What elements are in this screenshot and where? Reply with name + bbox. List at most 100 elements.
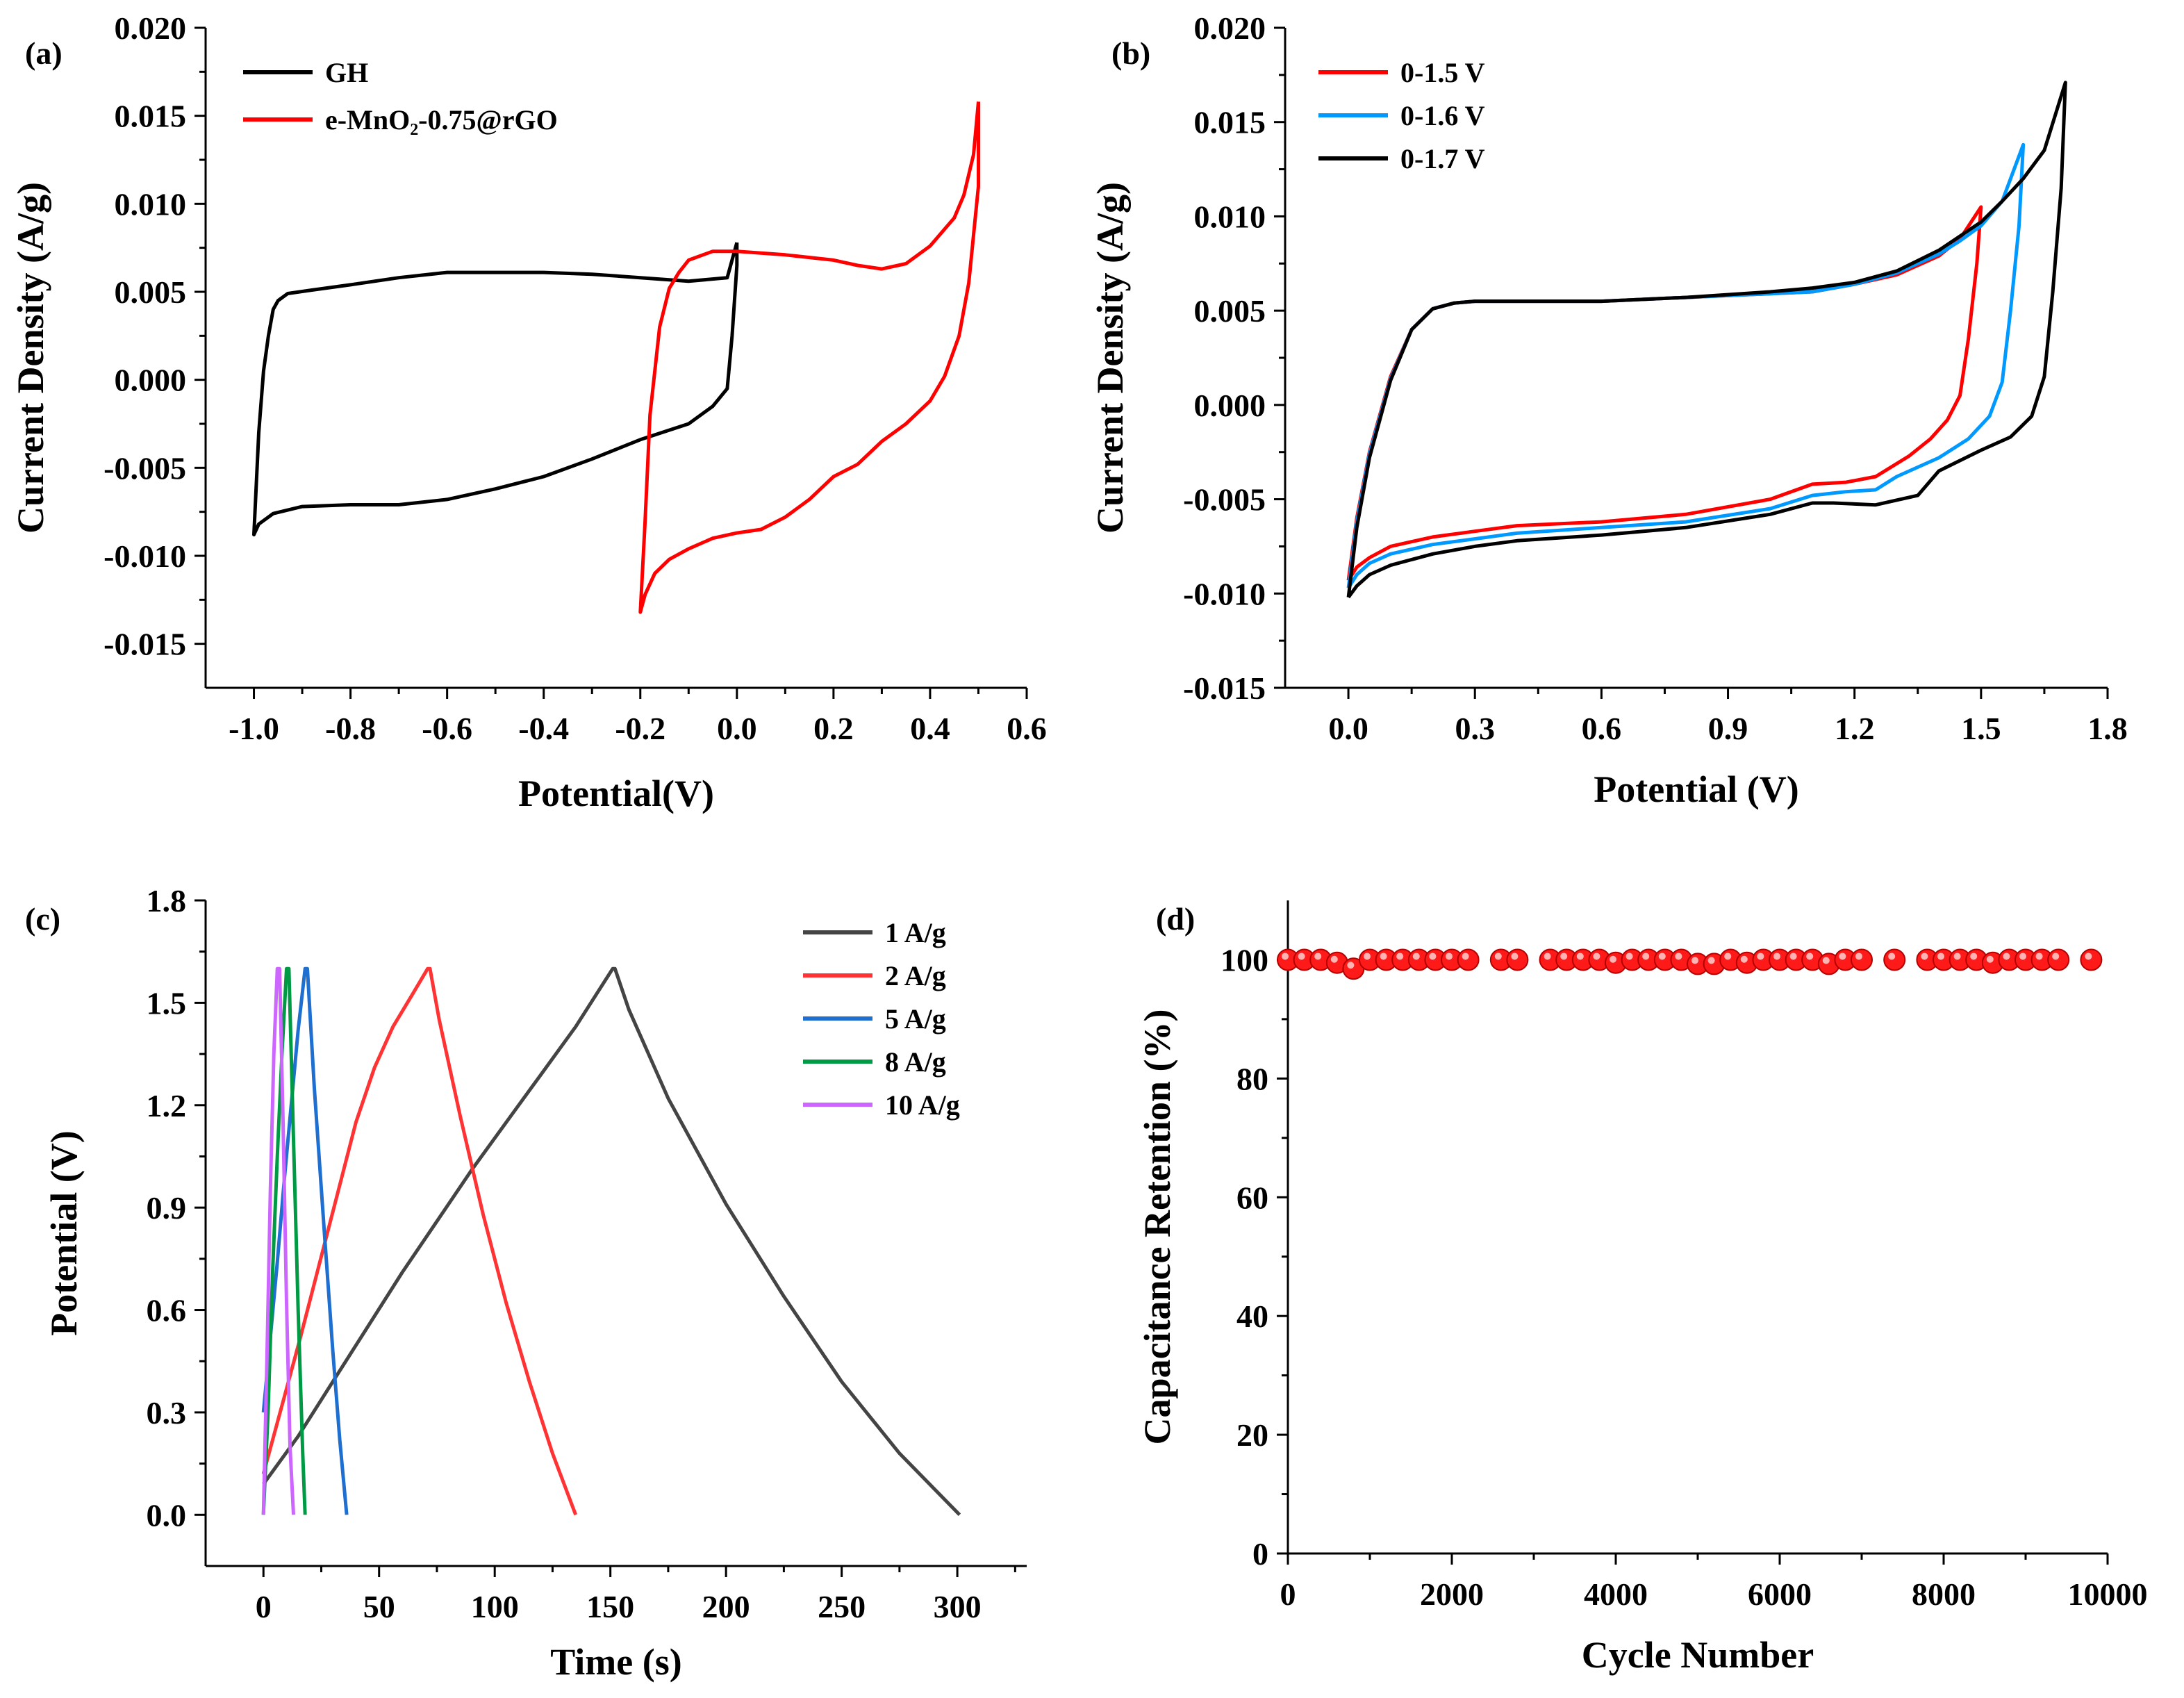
data-point-highlight <box>1642 953 1650 960</box>
data-point-highlight <box>1625 953 1633 960</box>
data-point-highlight <box>1314 953 1322 960</box>
series-line-5-a-g <box>261 966 349 1515</box>
y-tick-label: 0.3 <box>147 1395 187 1431</box>
data-point-highlight <box>2019 953 2026 960</box>
data-point-highlight <box>1593 953 1600 960</box>
y-tick-label: 1.2 <box>147 1088 187 1123</box>
data-point <box>1457 948 1480 971</box>
y-tick-label: 0.015 <box>115 99 187 134</box>
legend-entry: 1 A/g <box>885 917 946 948</box>
panel-label: (b) <box>1111 35 1150 71</box>
y-tick-label: -0.005 <box>104 450 186 486</box>
x-tick-label: -0.8 <box>325 711 376 746</box>
data-point-highlight <box>1691 957 1698 964</box>
x-tick-label: 100 <box>471 1589 519 1624</box>
data-point-highlight <box>1446 953 1453 960</box>
data-point-highlight <box>1953 953 1961 960</box>
data-point-highlight <box>1544 953 1551 960</box>
series-line-2-a-g <box>261 966 578 1516</box>
data-point-highlight <box>1298 953 1305 960</box>
y-tick-label: 0.005 <box>1194 293 1266 329</box>
y-axis-title: Potential (V) <box>43 1130 85 1335</box>
y-tick-label: 0.010 <box>115 186 187 222</box>
series-line-0-1-7-v <box>1346 81 2067 599</box>
x-tick-label: 150 <box>586 1589 634 1624</box>
x-axis-title: Potential (V) <box>1594 768 1798 810</box>
x-tick-label: 0.0 <box>717 711 757 746</box>
x-tick-label: 300 <box>934 1589 982 1624</box>
legend-entry: 10 A/g <box>885 1089 960 1121</box>
x-tick-label: 1.2 <box>1835 711 1875 746</box>
data-point-highlight <box>2085 953 2092 960</box>
y-tick-label: 0.010 <box>1194 199 1266 234</box>
x-tick-label: 50 <box>363 1589 395 1624</box>
panel-label: (c) <box>25 901 60 937</box>
data-point-highlight <box>1724 953 1732 960</box>
data-point-highlight <box>1576 953 1584 960</box>
data-point-highlight <box>1970 953 1978 960</box>
panel-label: (d) <box>1156 901 1195 937</box>
chart-panel-b: 0.0 0.3 0.6 0.9 1.2 1.5 1.8 -0.015 -0.010 -0.005 0… <box>1089 10 2128 810</box>
x-tick-label: 0 <box>256 1589 272 1624</box>
x-tick-label: 1.5 <box>1961 711 2001 746</box>
data-point-highlight <box>1511 953 1519 960</box>
data-point-highlight <box>1921 953 1928 960</box>
data-point-highlight <box>1429 953 1437 960</box>
x-tick-label: 0.3 <box>1455 711 1495 746</box>
data-point-highlight <box>1675 953 1682 960</box>
x-tick-label: 0.4 <box>910 711 950 746</box>
x-tick-label: 1.8 <box>2087 711 2128 746</box>
legend-entry: GH <box>325 57 368 88</box>
data-point-highlight <box>1610 955 1616 963</box>
y-tick-label: 0.005 <box>115 274 187 310</box>
x-tick-label: 0.6 <box>1007 711 1047 746</box>
x-axis-title: Potential(V) <box>518 773 714 814</box>
data-point-highlight <box>1707 957 1715 964</box>
x-tick-label: 0.2 <box>813 711 854 746</box>
legend-entry: 0-1.5 V <box>1400 57 1485 88</box>
data-point <box>1883 948 1906 971</box>
data-point-highlight <box>1462 953 1469 960</box>
y-tick-label: 0.0 <box>147 1497 187 1533</box>
series-line-10-a-g <box>261 966 295 1515</box>
x-axis-title: Time (s) <box>550 1641 681 1683</box>
x-tick-label: 4000 <box>1584 1576 1648 1612</box>
data-point-highlight <box>1380 953 1387 960</box>
data-point-highlight <box>1560 953 1568 960</box>
y-tick-label: 1.8 <box>147 883 187 918</box>
data-point-highlight <box>1773 953 1780 960</box>
y-tick-label: 40 <box>1236 1299 1268 1334</box>
y-tick-label: 0.6 <box>147 1293 187 1328</box>
y-tick-label: 60 <box>1236 1180 1268 1215</box>
legend-entry: 0-1.6 V <box>1400 100 1485 131</box>
y-axis-title: Capacitance Retention (%) <box>1136 1009 1178 1445</box>
chart-panel-c: 0 50 100 150 200 250 300 0.0 0.3 0.6 0.9 1.2 1.5 1.8 T… <box>25 883 1027 1683</box>
data-point-highlight <box>1282 953 1289 960</box>
y-tick-label: 0.9 <box>147 1190 187 1226</box>
y-tick-label: -0.015 <box>104 627 186 662</box>
data-point-highlight <box>1364 953 1371 960</box>
data-point-highlight <box>1822 957 1830 964</box>
data-point-highlight <box>1806 953 1814 960</box>
data-point <box>2080 948 2103 971</box>
y-tick-label: -0.010 <box>104 538 186 574</box>
x-tick-label: 200 <box>702 1589 750 1624</box>
x-tick-label: 8000 <box>1912 1576 1976 1612</box>
series-line-8-a-g <box>261 966 307 1515</box>
data-point-highlight <box>1658 953 1666 960</box>
data-point-highlight <box>1412 953 1420 960</box>
y-tick-label: 100 <box>1221 942 1268 978</box>
y-tick-label: 0.015 <box>1194 105 1266 140</box>
legend-entry: 8 A/g <box>885 1046 946 1078</box>
data-point-highlight <box>1855 953 1862 960</box>
chart-panel-a: -1.0 -0.8 -0.6 -0.4 -0.2 0.0 0.2 0.4 0.6 -0.015 -0… <box>10 10 1047 814</box>
data-point-highlight <box>1789 953 1797 960</box>
x-tick-label: -0.2 <box>615 711 665 746</box>
legend-entry: 5 A/g <box>885 1003 946 1035</box>
data-point-highlight <box>2052 953 2060 960</box>
data-point-highlight <box>1740 955 1748 963</box>
data-point-highlight <box>1937 953 1944 960</box>
x-tick-label: 0 <box>1280 1576 1296 1612</box>
x-tick-label: 6000 <box>1748 1576 1812 1612</box>
